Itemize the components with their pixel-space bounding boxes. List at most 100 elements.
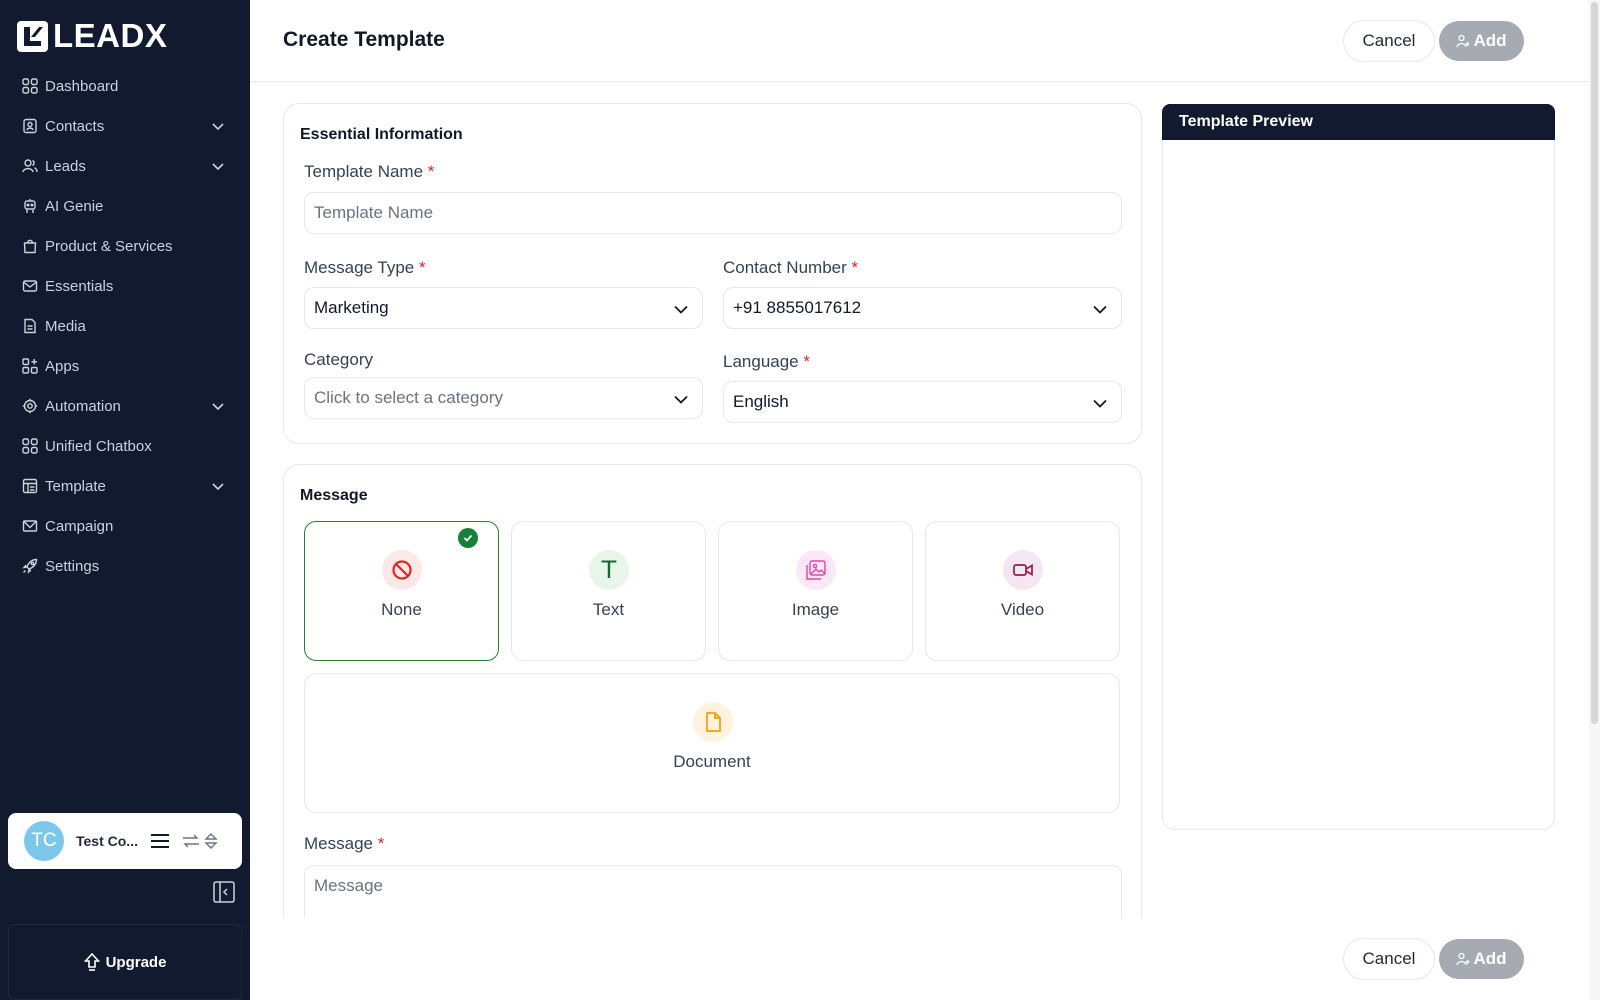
sidebar-item-unified-chatbox[interactable]: Unified Chatbox: [0, 426, 250, 466]
add-button-bottom[interactable]: Add: [1439, 939, 1524, 979]
sidebar-item-label: Campaign: [45, 517, 114, 535]
sidebar-item-contacts[interactable]: Contacts: [0, 106, 250, 146]
sidebar-item-label: Template: [45, 477, 106, 495]
required-asterisk: *: [851, 258, 859, 277]
message-type-label: Message Type *: [304, 258, 426, 278]
chevron-down-icon: [212, 163, 224, 171]
image-gallery-icon: [796, 550, 836, 590]
brand-logo[interactable]: LEADX: [17, 17, 168, 54]
sidebar-item-label: Contacts: [45, 117, 105, 135]
switch-arrows-icon[interactable]: [182, 832, 200, 850]
required-asterisk: *: [427, 162, 435, 181]
chevron-down-icon: [1093, 305, 1107, 314]
cancel-button[interactable]: Cancel: [1343, 20, 1435, 62]
sidebar-item-ai-genie[interactable]: AI Genie: [0, 186, 250, 226]
chevron-down-icon: [212, 483, 224, 491]
message-option-text[interactable]: T Text: [511, 521, 706, 661]
sidebar-item-automation[interactable]: Automation: [0, 386, 250, 426]
sidebar-item-label: Apps: [45, 357, 80, 375]
sidebar-item-apps[interactable]: Apps: [0, 346, 250, 386]
brand-name: LEADX: [53, 17, 168, 54]
sidebar-item-campaign[interactable]: Campaign: [0, 506, 250, 546]
message-option-image[interactable]: Image: [718, 521, 913, 661]
file-icon: [21, 317, 39, 335]
add-user-icon: [1456, 34, 1470, 48]
sidebar: LEADX Dashboard Contacts Leads: [0, 0, 250, 1000]
page-scrollbar[interactable]: [1589, 0, 1600, 1000]
avatar: TC: [24, 821, 64, 861]
language-select[interactable]: English: [723, 381, 1122, 423]
contact-number-select[interactable]: +91 8855017612: [723, 287, 1122, 329]
template-name-input[interactable]: Template Name: [304, 192, 1122, 234]
sidebar-item-media[interactable]: Media: [0, 306, 250, 346]
sidebar-item-label: Dashboard: [45, 77, 119, 95]
option-label: Image: [791, 600, 840, 619]
chevron-down-icon: [1093, 399, 1107, 408]
sidebar-item-label: Automation: [45, 397, 121, 415]
envelope-open-icon: [21, 517, 39, 535]
gear-bot-icon: [21, 397, 39, 415]
chevron-down-icon: [212, 403, 224, 411]
users-icon: [21, 157, 39, 175]
apps-icon: [21, 357, 39, 375]
template-preview-panel: [1162, 140, 1555, 830]
contact-number-label-text: Contact Number: [723, 258, 847, 277]
template-preview-title: Template Preview: [1162, 104, 1555, 140]
add-label: Add: [1473, 31, 1507, 50]
message-field-label: Message *: [304, 834, 384, 854]
scrollbar-thumb[interactable]: [1591, 2, 1598, 724]
message-type-value: Marketing: [314, 298, 389, 317]
sidebar-item-label: Product & Services: [45, 237, 173, 255]
sidebar-item-template[interactable]: Template: [0, 466, 250, 506]
language-label: Language *: [723, 352, 810, 372]
sidebar-item-label: Media: [45, 317, 86, 335]
menu-icon[interactable]: [150, 832, 170, 850]
option-label: None: [381, 600, 422, 619]
sidebar-item-label: AI Genie: [45, 197, 104, 215]
upgrade-label: Upgrade: [105, 953, 167, 971]
rocket-icon: [21, 557, 39, 575]
sidebar-item-leads[interactable]: Leads: [0, 146, 250, 186]
sidebar-nav: Dashboard Contacts Leads AI Genie: [0, 66, 250, 586]
upgrade-button[interactable]: Upgrade: [8, 924, 242, 1000]
sidebar-item-settings[interactable]: Settings: [0, 546, 250, 586]
chevron-down-icon: [212, 123, 224, 131]
logo-mark-icon: [17, 20, 48, 52]
sidebar-item-dashboard[interactable]: Dashboard: [0, 66, 250, 106]
add-button[interactable]: Add: [1439, 21, 1524, 61]
document-icon: [693, 702, 733, 742]
shopping-bag-icon: [21, 237, 39, 255]
message-option-none[interactable]: None: [304, 521, 499, 661]
chevron-down-icon: [674, 305, 688, 314]
sidebar-item-label: Leads: [45, 157, 86, 175]
message-option-document[interactable]: Document: [304, 673, 1120, 813]
sidebar-item-product-services[interactable]: Product & Services: [0, 226, 250, 266]
option-label: Text: [592, 600, 625, 619]
video-camera-icon: [1003, 550, 1043, 590]
robot-icon: [21, 197, 39, 215]
mail-icon: [21, 277, 39, 295]
template-icon: [21, 477, 39, 495]
contact-book-icon: [21, 117, 39, 135]
language-label-text: Language: [723, 352, 799, 371]
user-card[interactable]: TC Test Co...: [8, 813, 242, 869]
category-placeholder: Click to select a category: [314, 388, 503, 407]
sidebar-item-essentials[interactable]: Essentials: [0, 266, 250, 306]
check-icon: [458, 528, 478, 548]
template-name-label-text: Template Name: [304, 162, 424, 181]
contact-number-value: +91 8855017612: [733, 298, 862, 317]
page-title: Create Template: [283, 28, 445, 51]
required-asterisk: *: [419, 258, 426, 277]
message-type-label-text: Message Type: [304, 258, 415, 277]
sort-arrows-icon[interactable]: [204, 832, 218, 850]
add-user-icon: [1456, 952, 1470, 966]
upload-arrow-icon: [83, 953, 100, 971]
cancel-button-bottom[interactable]: Cancel: [1343, 938, 1435, 980]
category-select[interactable]: Click to select a category: [304, 377, 703, 419]
collapse-sidebar-icon[interactable]: [213, 881, 235, 903]
option-label: Document: [673, 752, 751, 771]
sidebar-item-label: Unified Chatbox: [45, 437, 152, 455]
message-option-video[interactable]: Video: [925, 521, 1120, 661]
bottom-action-bar: Cancel Add: [250, 918, 1590, 1000]
message-type-select[interactable]: Marketing: [304, 287, 703, 329]
